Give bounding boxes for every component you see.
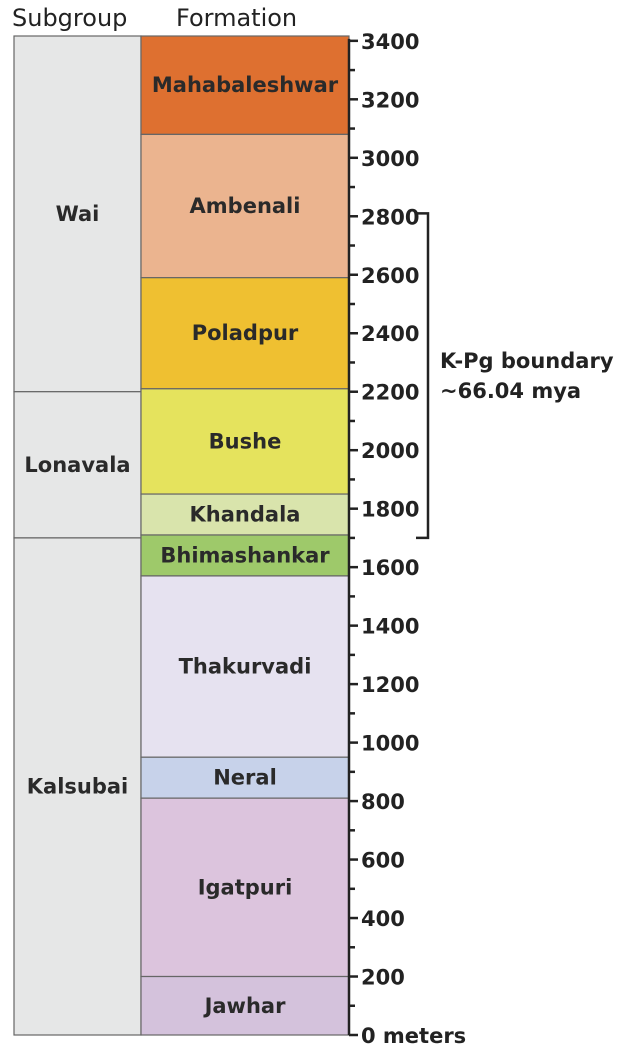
depth-axis: 0 meters 200 400 600 800 1000 1200 1400 1600 1800… [347, 30, 466, 1048]
formation-khandala [140, 493, 350, 536]
tick-label: 2200 [361, 381, 419, 405]
formation-jawhar [140, 975, 350, 1036]
formation-ambenali [140, 133, 350, 279]
formation-label: Neral [213, 766, 277, 790]
formation-label: Poladpur [192, 321, 299, 345]
subgroup-label: Wai [56, 202, 100, 226]
subgroup-column: Wai Lonavala Kalsubai [13, 35, 142, 1036]
tick-label: 400 [361, 907, 405, 931]
formation-label: Bushe [209, 429, 282, 453]
formation-thakurvadi [140, 575, 350, 758]
kpg-label-line1: K-Pg boundary [440, 349, 614, 373]
subgroup-label: Kalsubai [27, 774, 129, 798]
formation-label: Thakurvadi [179, 655, 312, 679]
tick-label: 800 [361, 790, 405, 814]
formation-label: Khandala [190, 503, 301, 527]
formation-label: Igatpuri [198, 875, 293, 899]
tick-label: 1400 [361, 615, 419, 639]
kpg-label-line2: ~66.04 mya [440, 379, 581, 403]
tick-label: 3000 [361, 147, 419, 171]
subgroup-lonavala [13, 391, 142, 539]
tick-label: 2600 [361, 264, 419, 288]
formation-poladpur [140, 277, 350, 390]
tick-label: 2000 [361, 439, 419, 463]
kpg-bracket-line [416, 212, 430, 540]
tick-label: 200 [361, 966, 405, 990]
kpg-boundary-bracket: K-Pg boundary ~66.04 mya [416, 212, 614, 540]
formation-mahabaleshwar [140, 35, 350, 136]
formation-column: Mahabaleshwar Ambenali Poladpur Bushe Khanda… [140, 35, 350, 1036]
formation-label: Mahabaleshwar [152, 73, 339, 97]
tick-label: 2400 [361, 322, 419, 346]
tick-label: 1800 [361, 498, 419, 522]
tick-label: 3400 [361, 30, 419, 54]
formation-label: Ambenali [190, 194, 301, 218]
tick-label: 1200 [361, 673, 419, 697]
tick-label: 600 [361, 849, 405, 873]
subgroup-kalsubai [13, 537, 142, 1036]
tick-label: 3200 [361, 88, 419, 112]
subgroup-wai [13, 35, 142, 393]
tick-label: 2800 [361, 205, 419, 229]
tick-label: 1600 [361, 556, 419, 580]
tick-label: 1000 [361, 732, 419, 756]
tick-label: 0 meters [361, 1024, 466, 1048]
formation-igatpuri [140, 797, 350, 978]
subgroup-header: Subgroup [12, 4, 127, 32]
subgroup-label: Lonavala [24, 453, 130, 477]
formation-label: Bhimashankar [160, 543, 330, 567]
formation-header: Formation [176, 4, 297, 32]
formation-label: Jawhar [203, 994, 287, 1018]
